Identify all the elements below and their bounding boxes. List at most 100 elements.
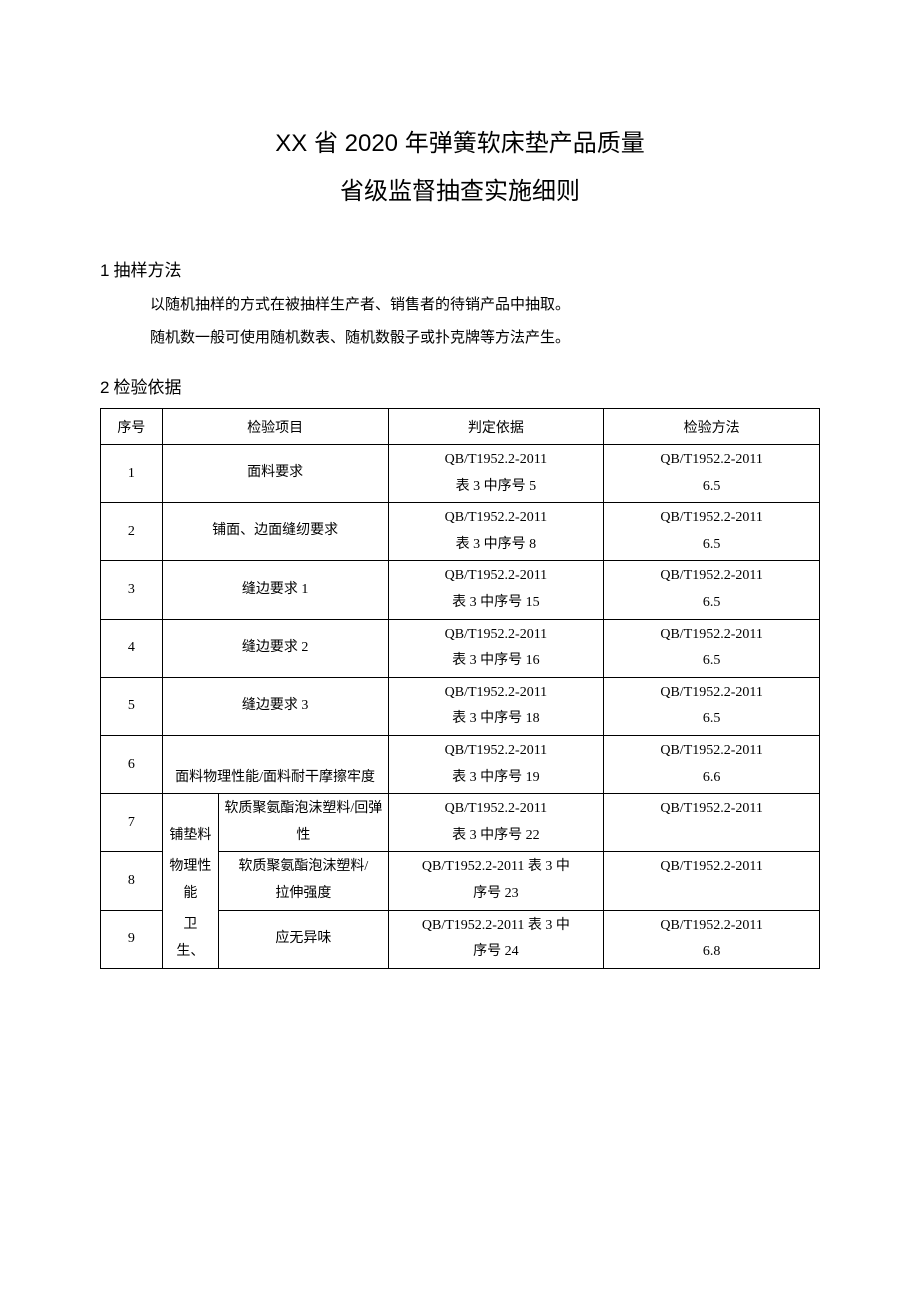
cell-item: 铺面、边面缝纫要求 bbox=[162, 503, 388, 561]
cell-method-l1: QB/T1952.2-2011 bbox=[608, 680, 815, 707]
cell-method: QB/T1952.2-2011 6.5 bbox=[604, 445, 820, 503]
cell-method: QB/T1952.2-2011 6.5 bbox=[604, 561, 820, 619]
cell-method-l2: 6.5 bbox=[608, 474, 815, 501]
cell-basis-l2: 表 3 中序号 15 bbox=[393, 590, 600, 617]
cell-item-sub-a: . 铺垫料 bbox=[162, 794, 218, 852]
table-row: 1 面料要求 QB/T1952.2-2011 表 3 中序号 5 QB/T195… bbox=[101, 445, 820, 503]
cell-method-l1: QB/T1952.2-2011 bbox=[608, 622, 815, 649]
cell-seq: 7 bbox=[101, 794, 163, 852]
cell-basis-l2: 表 3 中序号 19 bbox=[393, 765, 600, 792]
cell-basis-l1: QB/T1952.2-2011 bbox=[393, 796, 600, 823]
cell-basis-l1: QB/T1952.2-2011 bbox=[393, 738, 600, 765]
cell-item-text: 铺面、边面缝纫要求 bbox=[167, 518, 384, 545]
section-2-number: 2 bbox=[100, 378, 109, 397]
cell-basis: QB/T1952.2-2011 表 3 中序号 5 bbox=[388, 445, 604, 503]
cell-method-l2: 6.6 bbox=[608, 765, 815, 792]
cell-basis-l2: 表 3 中序号 16 bbox=[393, 648, 600, 675]
cell-basis-l1: QB/T1952.2-2011 bbox=[393, 505, 600, 532]
cell-item-text: 缝边要求 2 bbox=[167, 635, 384, 662]
cell-basis: QB/T1952.2-2011 表 3 中序号 16 bbox=[388, 619, 604, 677]
cell-method-l2: 6.5 bbox=[608, 706, 815, 733]
title-line-1: XX 省 2020 年弹簧软床垫产品质量 bbox=[100, 120, 820, 168]
cell-item-sub-b-l1: 软质聚氨酯泡沫塑料/ bbox=[223, 854, 383, 881]
cell-basis-l2: 表 3 中序号 5 bbox=[393, 474, 600, 501]
cell-method: QB/T1952.2-2011 6.6 bbox=[604, 735, 820, 793]
table-row: 9 卫 生、 应无异味 QB/T1952.2-2011 表 3 中 序号 24 … bbox=[101, 910, 820, 968]
cell-basis-l2: 序号 24 bbox=[393, 939, 600, 966]
cell-method-l1: QB/T1952.2-2011 bbox=[608, 563, 815, 590]
cell-item-sub-b-l2: 性 bbox=[223, 823, 383, 850]
cell-method-l1: QB/T1952.2-2011 bbox=[608, 913, 815, 940]
section-1-para-1: 以随机抽样的方式在被抽样生产者、销售者的待销产品中抽取。 bbox=[120, 289, 820, 322]
section-1-heading: 1抽样方法 bbox=[100, 256, 820, 281]
cell-basis-l1: QB/T1952.2-2011 表 3 中 bbox=[393, 854, 600, 881]
cell-method-l1: QB/T1952.2-2011 bbox=[608, 447, 815, 474]
section-2-title: 检验依据 bbox=[113, 378, 181, 397]
cell-method-l1: QB/T1952.2-2011 bbox=[608, 854, 815, 881]
table-row: 2 铺面、边面缝纫要求 QB/T1952.2-2011 表 3 中序号 8 QB… bbox=[101, 503, 820, 561]
cell-basis: QB/T1952.2-2011 表 3 中序号 18 bbox=[388, 677, 604, 735]
table-row: 4 缝边要求 2 QB/T1952.2-2011 表 3 中序号 16 QB/T… bbox=[101, 619, 820, 677]
header-seq: 序号 bbox=[101, 409, 163, 445]
cell-seq: 8 bbox=[101, 852, 163, 910]
cell-method: QB/T1952.2-2011 6.5 bbox=[604, 619, 820, 677]
cell-basis: QB/T1952.2-2011 表 3 中序号 22 bbox=[388, 794, 604, 852]
cell-basis-l1: QB/T1952.2-2011 bbox=[393, 447, 600, 474]
cell-method-l2: 6.5 bbox=[608, 590, 815, 617]
cell-item-sub-a-l1: 铺垫料 bbox=[167, 823, 214, 850]
cell-method: QB/T1952.2-2011 bbox=[604, 852, 820, 910]
cell-basis: QB/T1952.2-2011 表 3 中 序号 24 bbox=[388, 910, 604, 968]
table-row: 3 缝边要求 1 QB/T1952.2-2011 表 3 中序号 15 QB/T… bbox=[101, 561, 820, 619]
cell-method: QB/T1952.2-2011 6.8 bbox=[604, 910, 820, 968]
cell-item-sub-b: 软质聚氨酯泡沫塑料/ 拉伸强度 bbox=[219, 852, 388, 910]
title-line-2: 省级监督抽查实施细则 bbox=[100, 168, 820, 216]
header-basis: 判定依据 bbox=[388, 409, 604, 445]
cell-item-sub-a: 卫 生、 bbox=[162, 910, 218, 968]
cell-basis-l2: 表 3 中序号 8 bbox=[393, 532, 600, 559]
cell-item-sub-b-l1: 应无异味 bbox=[223, 926, 383, 953]
table-row: 5 缝边要求 3 QB/T1952.2-2011 表 3 中序号 18 QB/T… bbox=[101, 677, 820, 735]
cell-item-sub-b: 应无异味 bbox=[219, 910, 388, 968]
cell-method: QB/T1952.2-2011 bbox=[604, 794, 820, 852]
cell-item-sub-a-l1: 物理性 bbox=[167, 854, 214, 881]
cell-basis-l1: QB/T1952.2-2011 bbox=[393, 680, 600, 707]
cell-method-l2: 6.5 bbox=[608, 532, 815, 559]
document-title: XX 省 2020 年弹簧软床垫产品质量 省级监督抽查实施细则 bbox=[100, 120, 820, 216]
cell-seq: 3 bbox=[101, 561, 163, 619]
cell-seq: 1 bbox=[101, 445, 163, 503]
header-method: 检验方法 bbox=[604, 409, 820, 445]
cell-basis: QB/T1952.2-2011 表 3 中序号 19 bbox=[388, 735, 604, 793]
cell-item-sub-b: 软质聚氨酯泡沫塑料/回弹 性 bbox=[219, 794, 388, 852]
cell-item-sub-a-l1: 卫 bbox=[167, 912, 214, 939]
cell-item-text: 缝边要求 1 bbox=[167, 577, 384, 604]
cell-basis: QB/T1952.2-2011 表 3 中序号 15 bbox=[388, 561, 604, 619]
cell-item-text: 面料要求 bbox=[167, 460, 384, 487]
cell-basis: QB/T1952.2-2011 表 3 中 序号 23 bbox=[388, 852, 604, 910]
table-header-row: 序号 检验项目 判定依据 检验方法 bbox=[101, 409, 820, 445]
cell-item-sub-a-l2: 能 bbox=[167, 881, 214, 908]
cell-basis-l2: 表 3 中序号 18 bbox=[393, 706, 600, 733]
cell-basis-l1: QB/T1952.2-2011 bbox=[393, 622, 600, 649]
cell-seq: 5 bbox=[101, 677, 163, 735]
section-1-title: 抽样方法 bbox=[113, 261, 181, 280]
cell-item-sub-b-l2: 拉伸强度 bbox=[223, 881, 383, 908]
cell-method: QB/T1952.2-2011 6.5 bbox=[604, 503, 820, 561]
cell-seq: 2 bbox=[101, 503, 163, 561]
table-row: 7 . 铺垫料 软质聚氨酯泡沫塑料/回弹 性 QB/T1952.2-2011 表… bbox=[101, 794, 820, 852]
cell-item-sub-a: 物理性 能 bbox=[162, 852, 218, 910]
cell-item: . 面料物理性能/面料耐干摩擦牢度 bbox=[162, 735, 388, 793]
header-item: 检验项目 bbox=[162, 409, 388, 445]
cell-item-sub-b-l1: 软质聚氨酯泡沫塑料/回弹 bbox=[223, 796, 383, 823]
cell-method-l1: QB/T1952.2-2011 bbox=[608, 738, 815, 765]
cell-item: 缝边要求 3 bbox=[162, 677, 388, 735]
cell-method: QB/T1952.2-2011 6.5 bbox=[604, 677, 820, 735]
cell-method-l1: QB/T1952.2-2011 bbox=[608, 505, 815, 532]
cell-basis-l1: QB/T1952.2-2011 bbox=[393, 563, 600, 590]
cell-item-text: 面料物理性能/面料耐干摩擦牢度 bbox=[167, 765, 384, 792]
cell-basis-l1: QB/T1952.2-2011 表 3 中 bbox=[393, 913, 600, 940]
cell-seq: 4 bbox=[101, 619, 163, 677]
cell-seq: 6 bbox=[101, 735, 163, 793]
section-1-number: 1 bbox=[100, 261, 109, 280]
cell-item: 面料要求 bbox=[162, 445, 388, 503]
table-row: 8 物理性 能 软质聚氨酯泡沫塑料/ 拉伸强度 QB/T1952.2-2011 … bbox=[101, 852, 820, 910]
